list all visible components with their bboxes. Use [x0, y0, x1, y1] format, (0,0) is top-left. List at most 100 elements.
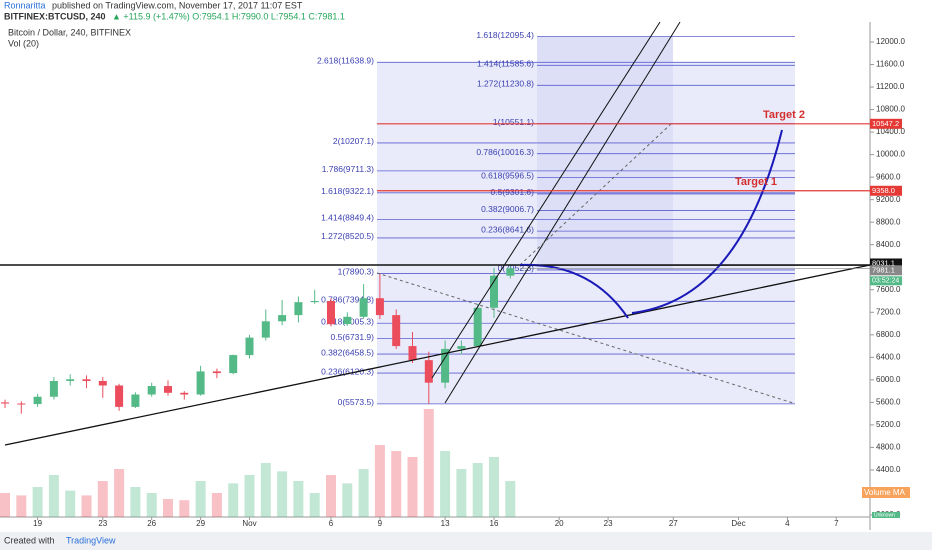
y-tick-label: 12000.0	[876, 37, 905, 46]
candle-body	[343, 316, 352, 325]
volume-bar	[440, 451, 451, 517]
timer-badge	[870, 276, 902, 286]
candle-body	[457, 346, 466, 349]
y-tick-label: 4400.0	[876, 465, 901, 474]
created-with: Created with	[4, 535, 55, 545]
volume-bar	[48, 475, 59, 517]
candle-body	[506, 268, 515, 276]
y-tick-label: 11200.0	[876, 82, 905, 91]
candle-body	[49, 380, 58, 397]
unknown: Unknown	[874, 512, 895, 518]
x-tick-label: 23	[98, 519, 107, 528]
volume-bar	[342, 483, 353, 517]
volume-bar	[326, 475, 336, 517]
volume-bar	[228, 483, 239, 517]
fib-label: 0.786(10016.3)	[476, 147, 534, 157]
volume-bar	[423, 409, 434, 517]
candle-body	[408, 346, 417, 361]
brand[interactable]: TradingView	[66, 535, 116, 545]
volume-bar	[277, 471, 288, 517]
fib-label: 1.272(8520.5)	[321, 231, 374, 241]
y-tick-label: 10800.0	[876, 105, 905, 114]
candle-body	[375, 298, 384, 316]
candle-body	[490, 275, 498, 308]
quote: ▲ +115.9 (+1.47%) O:7954.1 H:7990.0 L:79…	[112, 11, 345, 21]
fib-label: 0.618(9596.5)	[481, 171, 534, 181]
candle-body	[212, 371, 221, 374]
volume-bar	[65, 490, 76, 517]
target-label: Target 1	[735, 176, 777, 188]
volume-bar	[163, 499, 173, 517]
candle-body	[278, 315, 287, 322]
volume-ma-badge	[862, 487, 910, 498]
vol-legend: Vol (20)	[8, 38, 39, 48]
author[interactable]: Ronnaritta	[4, 0, 46, 10]
fib-label: 1.618(12095.4)	[476, 30, 534, 40]
x-tick-label: 4	[785, 519, 790, 528]
x-tick-label: Nov	[242, 519, 256, 528]
candle-body	[147, 386, 156, 395]
x-tick-label: 13	[441, 519, 450, 528]
y-tick-label: 9200.0	[876, 195, 901, 204]
price-badge-label: 10547.2	[872, 119, 899, 128]
fib-zone	[537, 36, 673, 270]
fib-label: 2(10207.1)	[333, 136, 374, 146]
y-tick-label: 8800.0	[876, 217, 901, 226]
unknown-badge	[872, 512, 900, 518]
fib-label: 1.618(9322.1)	[321, 186, 374, 196]
x-tick-label: 20	[555, 519, 564, 528]
candle-body	[229, 355, 238, 374]
y-tick-label: 6800.0	[876, 330, 901, 339]
volume-bar	[211, 493, 222, 517]
x-tick-label: 7	[834, 519, 839, 528]
drawings	[0, 21, 871, 446]
volume-bar	[456, 469, 467, 517]
price-badge-label: 9358.0	[872, 186, 895, 195]
y-tick-label: 9600.0	[876, 172, 901, 181]
y-tick-label: 5600.0	[876, 397, 901, 406]
x-tick-label: 26	[147, 519, 156, 528]
target-label: Target 2	[763, 109, 805, 121]
x-tick-label: 29	[196, 519, 205, 528]
volume-bar	[0, 493, 10, 517]
fib-label: 1.786(9711.3)	[322, 164, 374, 174]
volume-bar	[391, 451, 402, 517]
volume-bar	[16, 495, 27, 517]
x-tick-label: Dec	[731, 519, 745, 528]
candle-body	[310, 301, 319, 303]
y-tick-label: 5200.0	[876, 420, 901, 429]
candle-body	[131, 394, 140, 407]
fib-label: 1(10551.1)	[493, 117, 534, 127]
footer	[0, 532, 932, 550]
candle-body	[261, 321, 270, 338]
fib-label: 1(7890.3)	[338, 267, 375, 277]
projection-curve	[519, 263, 629, 319]
volume-bar	[130, 487, 141, 517]
fib-label: 0.786(7394.8)	[321, 295, 374, 305]
volume-bar	[97, 481, 108, 517]
volume-bar	[244, 475, 255, 517]
dashed-line	[519, 122, 673, 266]
candle-body	[115, 385, 124, 407]
channel-line	[431, 21, 661, 379]
volume-bar	[32, 487, 43, 517]
volume-bar	[505, 481, 516, 517]
price-badge	[870, 258, 902, 269]
candle-body	[98, 380, 107, 386]
dashed-line	[376, 272, 794, 404]
volume-bar	[114, 469, 125, 517]
candle-body	[66, 379, 75, 381]
candle-body	[82, 379, 91, 381]
candle-body	[17, 403, 26, 405]
candle-body	[245, 337, 254, 356]
candle-body	[180, 392, 189, 395]
fib-label: 0.236(6120.3)	[321, 366, 374, 376]
fib-label: 0.236(8641.6)	[481, 224, 534, 234]
channel-line	[444, 21, 681, 404]
y-tick-label: 8400.0	[876, 240, 901, 249]
fib-label: 0(7952.3)	[498, 263, 535, 273]
x-tick-label: 19	[33, 519, 42, 528]
x-tick-label: 16	[490, 519, 499, 528]
x-tick-label: 6	[329, 519, 334, 528]
